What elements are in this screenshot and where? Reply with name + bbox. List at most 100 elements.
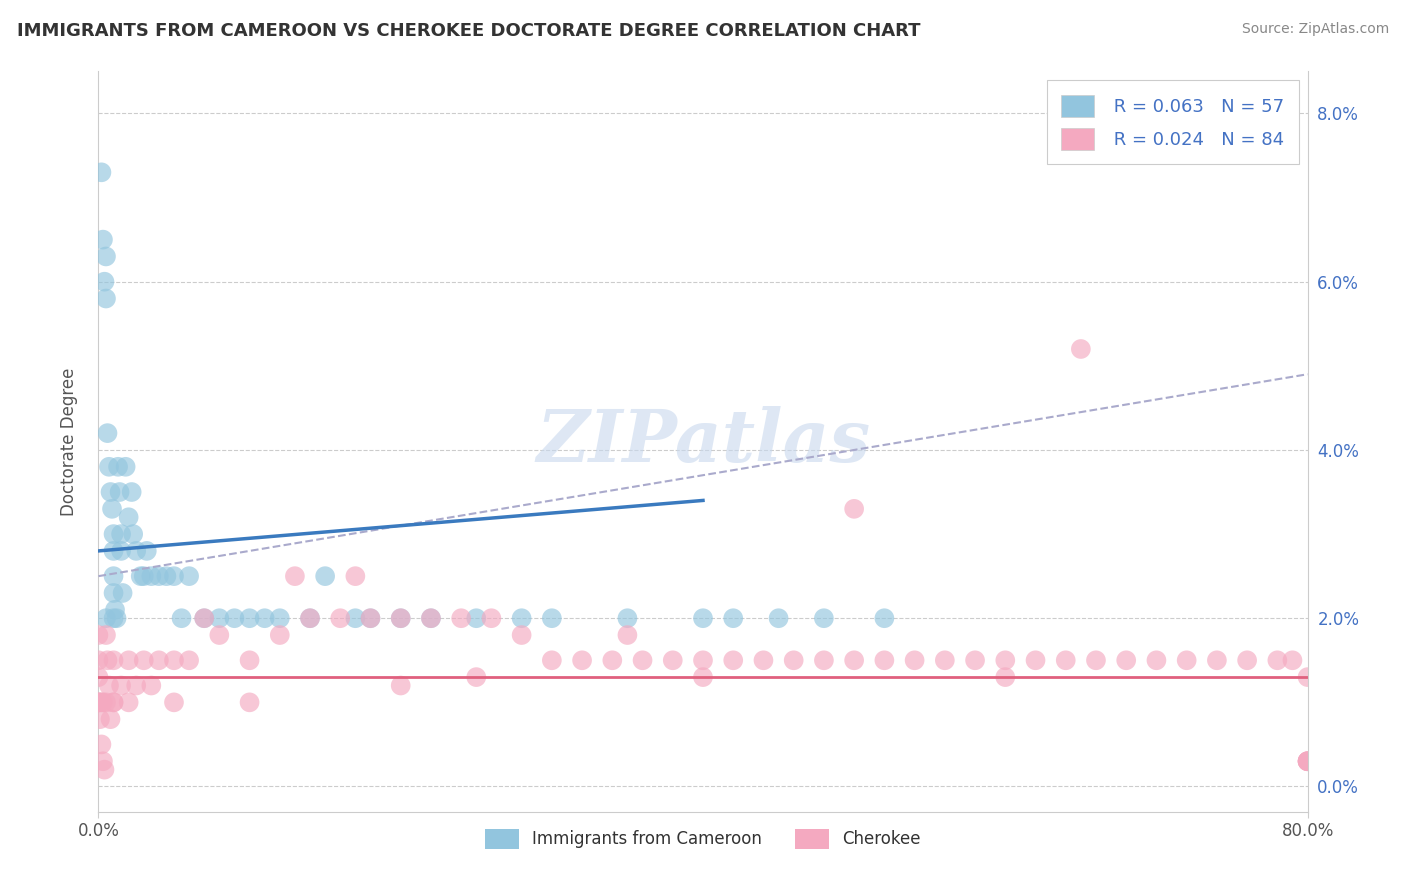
- Point: [132, 569, 155, 583]
- Point: [481, 611, 503, 625]
- Point: [87, 628, 110, 642]
- Point: [692, 670, 714, 684]
- Point: [1175, 653, 1198, 667]
- Point: [723, 611, 745, 625]
- Point: [87, 695, 110, 709]
- Point: [163, 569, 186, 583]
- Point: [420, 611, 443, 625]
- Point: [465, 670, 488, 684]
- Point: [90, 165, 112, 179]
- Point: [239, 611, 262, 625]
- Point: [107, 459, 129, 474]
- Point: [299, 611, 322, 625]
- Point: [125, 679, 148, 693]
- Point: [148, 653, 170, 667]
- Point: [103, 695, 125, 709]
- Point: [844, 501, 866, 516]
- Point: [103, 586, 125, 600]
- Point: [1296, 754, 1319, 768]
- Point: [87, 695, 110, 709]
- Point: [616, 628, 638, 642]
- Point: [994, 670, 1017, 684]
- Y-axis label: Doctorate Degree: Doctorate Degree: [59, 368, 77, 516]
- Point: [108, 485, 131, 500]
- Point: [91, 233, 114, 247]
- Point: [692, 611, 714, 625]
- Point: [253, 611, 276, 625]
- Point: [1070, 342, 1092, 356]
- Point: [114, 459, 136, 474]
- Point: [1296, 754, 1319, 768]
- Point: [89, 712, 111, 726]
- Point: [90, 738, 112, 752]
- Point: [873, 653, 896, 667]
- Point: [224, 611, 246, 625]
- Point: [1024, 653, 1046, 667]
- Point: [1296, 754, 1319, 768]
- Point: [1296, 754, 1319, 768]
- Point: [89, 695, 111, 709]
- Point: [269, 628, 291, 642]
- Point: [1296, 670, 1319, 684]
- Point: [239, 653, 262, 667]
- Point: [141, 569, 163, 583]
- Point: [193, 611, 215, 625]
- Point: [904, 653, 927, 667]
- Point: [125, 544, 148, 558]
- Point: [934, 653, 956, 667]
- Point: [141, 679, 163, 693]
- Point: [571, 653, 593, 667]
- Point: [103, 695, 125, 709]
- Point: [135, 544, 157, 558]
- Point: [1206, 653, 1229, 667]
- Point: [344, 569, 367, 583]
- Point: [121, 485, 143, 500]
- Point: [163, 695, 186, 709]
- Point: [344, 611, 367, 625]
- Point: [93, 275, 115, 289]
- Point: [844, 653, 866, 667]
- Point: [179, 653, 201, 667]
- Point: [723, 653, 745, 667]
- Point: [873, 611, 896, 625]
- Point: [813, 611, 835, 625]
- Legend: Immigrants from Cameroon, Cherokee: Immigrants from Cameroon, Cherokee: [479, 822, 927, 855]
- Point: [87, 653, 110, 667]
- Point: [96, 653, 118, 667]
- Point: [100, 485, 122, 500]
- Point: [155, 569, 177, 583]
- Point: [98, 459, 121, 474]
- Point: [96, 426, 118, 441]
- Point: [965, 653, 987, 667]
- Point: [389, 611, 412, 625]
- Point: [269, 611, 291, 625]
- Point: [389, 679, 412, 693]
- Point: [783, 653, 806, 667]
- Point: [98, 679, 121, 693]
- Point: [132, 653, 155, 667]
- Point: [193, 611, 215, 625]
- Point: [616, 611, 638, 625]
- Point: [420, 611, 443, 625]
- Point: [1115, 653, 1137, 667]
- Point: [129, 569, 152, 583]
- Point: [239, 695, 262, 709]
- Point: [540, 611, 562, 625]
- Point: [110, 679, 132, 693]
- Point: [91, 754, 114, 768]
- Point: [91, 695, 114, 709]
- Point: [170, 611, 193, 625]
- Point: [94, 628, 117, 642]
- Point: [314, 569, 336, 583]
- Point: [450, 611, 472, 625]
- Point: [101, 501, 124, 516]
- Point: [1281, 653, 1303, 667]
- Point: [208, 628, 231, 642]
- Point: [103, 569, 125, 583]
- Point: [602, 653, 624, 667]
- Text: Source: ZipAtlas.com: Source: ZipAtlas.com: [1241, 22, 1389, 37]
- Point: [103, 527, 125, 541]
- Point: [122, 527, 145, 541]
- Point: [104, 603, 127, 617]
- Point: [118, 510, 141, 524]
